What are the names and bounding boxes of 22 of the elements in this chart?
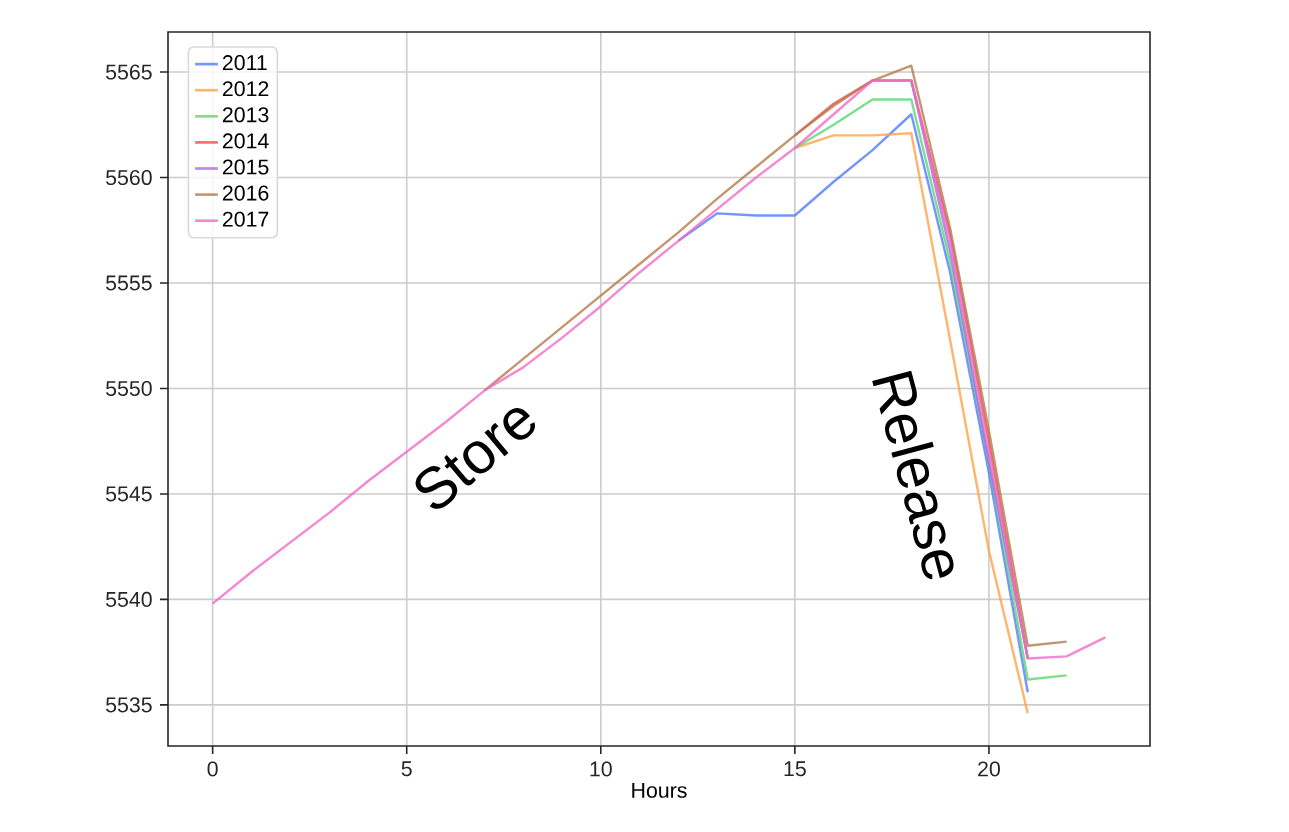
y-tick-label: 5535 [106,697,152,713]
legend-label: 2012 [222,81,269,97]
legend-label: 2016 [222,185,269,201]
y-tick-label: 5560 [106,169,152,186]
y-tick-label: 5545 [106,486,152,502]
legend-label: 2017 [222,211,269,227]
legend-label: 2015 [222,159,269,175]
x-tick-label: 20 [978,761,1000,777]
x-tick-label: 0 [207,761,218,777]
legend-label: 2011 [222,55,267,71]
x-tick-label: 10 [590,761,612,777]
y-tick-label: 5540 [106,591,152,607]
y-tick-label: 5555 [106,275,152,291]
y-tick-label: 5550 [106,380,152,397]
line-series [793,132,1029,715]
legend-label: 2014 [222,133,269,149]
x-axis-title: Hours [632,782,687,798]
y-tick-label: 5565 [106,64,152,80]
legend-label: 2013 [222,107,269,123]
x-tick-label: 15 [784,761,806,777]
annotation: Release [872,370,954,580]
x-tick-label: 5 [401,761,412,777]
